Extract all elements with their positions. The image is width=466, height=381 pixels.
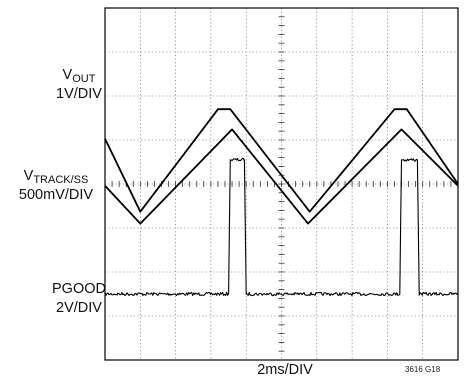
grid (104, 7, 459, 361)
vout-scale-label: 1V/DIV (56, 86, 102, 102)
pgood-scale-label: 2V/DIV (56, 300, 102, 316)
pgood-trace (104, 157, 458, 297)
vtrack-trace (104, 128, 459, 225)
plot-frame (104, 7, 459, 361)
vtrack-trace-label: VTRACK/SS (23, 168, 89, 186)
pgood-trace-label: PGOOD (52, 281, 106, 297)
vout-trace (104, 108, 459, 213)
vout-trace-label: VOUT (62, 67, 96, 85)
traces (104, 108, 459, 297)
x-axis-label: 2ms/DIV (257, 362, 313, 378)
vtrack-scale-label: 500mV/DIV (18, 187, 94, 203)
figure-id: 3616 G18 (405, 365, 441, 374)
